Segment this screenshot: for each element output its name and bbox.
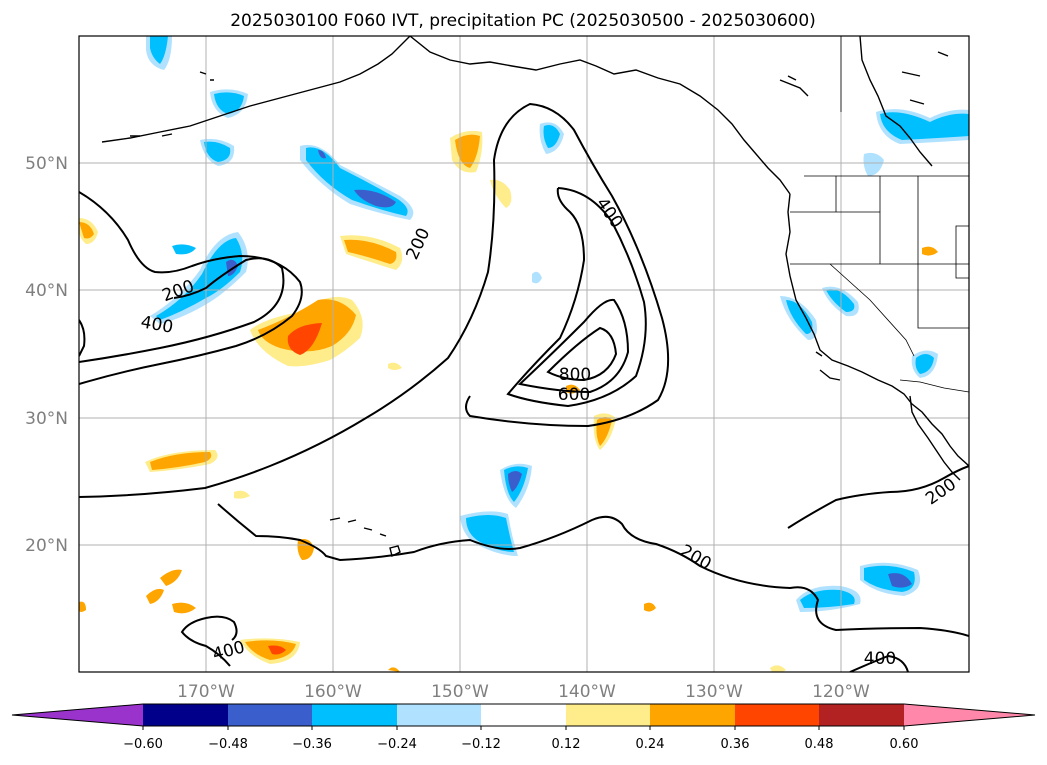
ivt-contour-400-sw-top (205, 615, 238, 641)
ivt-contour-200-main (79, 102, 670, 498)
positive-anomaly-region (150, 452, 212, 470)
positive-anomaly-region (344, 239, 397, 264)
positive-anomaly-region (644, 602, 656, 612)
colorbar-tick-label: 0.60 (890, 737, 919, 752)
positive-anomaly-region (455, 134, 480, 168)
ivt-contour-800 (546, 326, 618, 382)
lat-label: 50°N (25, 154, 68, 174)
positive-anomaly-region (770, 665, 786, 672)
map-frame (78, 35, 970, 673)
positive-anomaly-region (388, 667, 400, 672)
colorbar-tick-label: −0.12 (461, 737, 501, 752)
negative-anomaly-region (150, 36, 168, 64)
colorbar-segment (397, 704, 481, 726)
lat-label: 30°N (25, 409, 68, 429)
precip-shading (79, 36, 969, 672)
negative-anomaly-region (786, 300, 813, 334)
political-borders (790, 36, 969, 393)
ivt-contour-200-east (787, 465, 969, 529)
positive-anomaly-region (172, 602, 196, 614)
negative-anomaly-region (543, 125, 560, 148)
figure-title: 2025030100 F060 IVT, precipitation PC (2… (230, 11, 816, 31)
negative-anomaly-region (826, 289, 855, 312)
contour-label: 800 (559, 365, 591, 385)
negative-anomaly-region (318, 150, 326, 159)
colorbar-tick-label: −0.24 (377, 737, 417, 752)
colorbar-segment (566, 704, 650, 726)
positive-anomaly-region (922, 246, 938, 256)
coastlines (101, 36, 969, 558)
negative-anomaly-region (466, 515, 514, 552)
colorbar-segment (735, 704, 819, 726)
negative-anomaly-region (915, 354, 934, 374)
ivt-contour-400-inner (506, 187, 647, 408)
lat-label: 20°N (25, 536, 68, 556)
positive-anomaly-region (388, 362, 402, 370)
colorbar-segment (819, 704, 904, 726)
positive-anomaly-region (146, 588, 164, 604)
positive-anomaly-region (287, 323, 322, 355)
negative-anomaly-region (532, 271, 542, 284)
positive-anomaly-region (234, 490, 250, 499)
lon-label: 160°W (304, 682, 362, 702)
lat-label: 40°N (25, 281, 68, 301)
ivt-contour-west-edge (79, 319, 86, 357)
colorbar-segment (312, 704, 397, 726)
colorbar-tick-label: −0.60 (123, 737, 163, 752)
negative-anomaly-region (863, 152, 884, 176)
negative-anomaly-region (214, 92, 244, 114)
negative-anomaly-region (880, 112, 969, 140)
negative-anomaly-region (888, 573, 912, 588)
ivt-contour-400-se (849, 654, 909, 672)
positive-anomaly-region (79, 601, 86, 612)
map-area (79, 36, 969, 672)
ivt-contour-400-west (79, 191, 303, 385)
map-background (79, 36, 969, 672)
lon-label: 170°W (177, 682, 235, 702)
colorbar-tick-label: 0.24 (636, 737, 665, 752)
negative-anomaly-region (508, 471, 522, 492)
colorbar-extend-min (12, 704, 143, 726)
colorbar-tick-label: −0.48 (208, 737, 248, 752)
colorbar-tick-label: 0.12 (552, 737, 581, 752)
colorbar-segment (650, 704, 735, 726)
ivt-contour-400-sw (180, 617, 231, 667)
colorbar-ticks (142, 726, 905, 730)
ivt-contours (79, 102, 969, 672)
negative-anomaly-region (204, 141, 231, 162)
positive-anomaly-region (160, 569, 182, 586)
colorbar-tick-label: 0.48 (805, 737, 834, 752)
contour-label: 600 (558, 385, 590, 405)
negative-anomaly-region (172, 244, 196, 255)
positive-anomaly-region (79, 222, 94, 239)
positive-anomaly-region (268, 645, 286, 655)
colorbar-segment (228, 704, 312, 726)
ivt-contour-200-south (217, 503, 969, 637)
contour-label: 400 (864, 649, 896, 669)
lat-labels: 50°N 40°N 30°N 20°N (25, 154, 68, 556)
ivt-contour-600 (517, 298, 630, 394)
colorbar-tick-label: 0.36 (721, 737, 750, 752)
ivt-contour-200-west (79, 257, 285, 363)
colorbar-segment (143, 704, 228, 726)
lon-label: 130°W (685, 682, 743, 702)
colorbar-extend-max (904, 704, 1035, 726)
colorbar: −0.60 −0.48 −0.36 −0.24 −0.12 0.12 0.24 … (11, 703, 1036, 752)
colorbar-tick-label: −0.36 (292, 737, 332, 752)
lon-label: 120°W (812, 682, 870, 702)
graticule (79, 36, 969, 672)
lon-labels: 170°W 160°W 150°W 140°W 130°W 120°W (177, 682, 870, 702)
lon-label: 140°W (558, 682, 616, 702)
lon-label: 150°W (431, 682, 489, 702)
negative-anomaly-region (354, 189, 396, 208)
colorbar-segment (481, 704, 566, 726)
